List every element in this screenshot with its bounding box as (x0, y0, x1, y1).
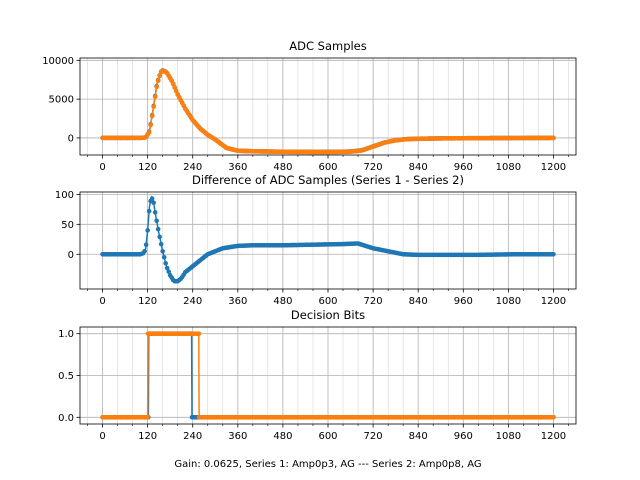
data-point (155, 226, 161, 232)
x-tick-label: 840 (409, 162, 428, 173)
x-tick-label: 0 (99, 296, 105, 307)
data-point (154, 84, 159, 90)
data-point (196, 331, 202, 336)
x-tick-label: 480 (273, 431, 292, 442)
x-tick-label: 360 (228, 296, 247, 307)
x-tick-label: 1200 (541, 296, 566, 307)
data-point (163, 260, 168, 266)
y-tick-label: 10000 (42, 56, 74, 67)
data-point (170, 81, 176, 87)
x-tick-label: 480 (273, 162, 292, 173)
data-point (145, 415, 150, 420)
subplot-title: ADC Samples (289, 39, 367, 53)
data-point (164, 265, 170, 271)
data-point (172, 85, 177, 90)
subplot-title: Decision Bits (291, 308, 365, 322)
subplot-2: 0 120 240 360 480 600 720 840 960 1080 1200 0 50 100 D… (55, 173, 577, 307)
data-point (149, 196, 155, 201)
x-tick-label: 960 (454, 431, 473, 442)
x-tick-label: 600 (318, 431, 337, 442)
data-point (152, 210, 158, 215)
data-point (189, 415, 195, 420)
data-point (551, 135, 556, 141)
data-point (143, 242, 149, 247)
data-point (160, 248, 165, 254)
data-point (152, 94, 158, 100)
y-tick-label: 1.0 (58, 329, 74, 340)
x-tick-label: 120 (138, 162, 157, 173)
y-tick-label: 5000 (49, 95, 74, 106)
x-tick-label: 960 (454, 296, 473, 307)
x-tick-label: 720 (364, 296, 383, 307)
data-point (196, 415, 202, 420)
data-point (145, 331, 151, 336)
data-point (158, 241, 164, 247)
x-tick-label: 360 (228, 162, 247, 173)
x-tick-label: 0 (99, 162, 105, 173)
x-tick-label: 720 (364, 162, 383, 173)
x-tick-label: 1200 (541, 162, 566, 173)
x-tick-label: 240 (183, 296, 202, 307)
x-tick-label: 360 (228, 431, 247, 442)
x-tick-label: 720 (364, 431, 383, 442)
y-tick-label: 0.5 (58, 371, 74, 382)
subplot-1: 0 120 240 360 480 600 720 840 960 1080 1200 0 5000 10… (42, 39, 577, 173)
y-tick-label: 100 (55, 190, 74, 201)
series-1-markers (100, 196, 556, 284)
data-point (551, 415, 556, 420)
x-tick-label: 0 (99, 431, 105, 442)
x-tick-label: 1080 (496, 162, 521, 173)
figure-footer-label: Gain: 0.0625, Series 1: Amp0p3, AG --- S… (174, 459, 481, 470)
data-point (146, 130, 152, 135)
data-point (142, 248, 147, 254)
x-tick-label: 600 (318, 296, 337, 307)
series-2-markers (100, 331, 556, 420)
data-point (151, 200, 156, 206)
x-tick-label: 1200 (541, 431, 566, 442)
data-point (155, 78, 161, 84)
y-tick-label: 0 (68, 133, 74, 144)
subplot-title: Difference of ADC Samples (Series 1 - Se… (192, 173, 464, 187)
series-2-markers (100, 68, 556, 155)
y-tick-label: 50 (61, 220, 74, 231)
data-point (149, 113, 155, 119)
data-point (145, 228, 150, 233)
data-point (148, 122, 153, 128)
data-point (157, 234, 162, 240)
data-point (146, 208, 152, 214)
data-point (173, 88, 179, 94)
x-tick-label: 240 (183, 162, 202, 173)
data-point (154, 218, 159, 224)
x-tick-label: 840 (409, 431, 428, 442)
x-tick-label: 120 (138, 431, 157, 442)
data-point (151, 104, 156, 110)
data-point (161, 254, 167, 260)
x-tick-label: 840 (409, 296, 428, 307)
y-tick-label: 0.0 (58, 413, 74, 424)
data-point (157, 73, 162, 79)
x-tick-label: 1080 (496, 431, 521, 442)
x-tick-label: 120 (138, 296, 157, 307)
data-point (166, 269, 171, 274)
data-point (551, 251, 556, 257)
x-tick-label: 1080 (496, 296, 521, 307)
x-tick-label: 600 (318, 162, 337, 173)
subplot-3: 0 120 240 360 480 600 720 840 960 1080 1200 0.0 0.5 1… (58, 308, 577, 442)
x-tick-label: 240 (183, 431, 202, 442)
x-tick-label: 960 (454, 162, 473, 173)
y-tick-label: 0 (68, 250, 74, 261)
x-tick-label: 480 (273, 296, 292, 307)
